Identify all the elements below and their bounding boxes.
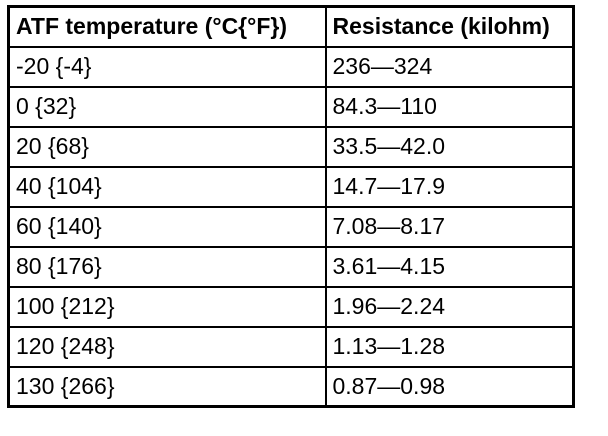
cell-resistance: 1.96—2.24 [324, 285, 575, 328]
table-row: 40 {104} 14.7—17.9 [7, 165, 575, 208]
cell-temperature: 120 {248} [7, 325, 327, 368]
cell-resistance: 1.13—1.28 [324, 325, 575, 368]
cell-resistance: 7.08—8.17 [324, 205, 575, 248]
cell-resistance: 236—324 [324, 45, 575, 88]
cell-temperature: 130 {266} [7, 365, 327, 408]
table-row: -20 {-4} 236—324 [7, 45, 575, 88]
table-row: 0 {32} 84.3—110 [7, 85, 575, 128]
table-header-row: ATF temperature (°C{°F}) Resistance (kil… [7, 5, 575, 48]
table-header: ATF temperature (°C{°F}) Resistance (kil… [7, 5, 575, 48]
table-row: 100 {212} 1.96—2.24 [7, 285, 575, 328]
cell-resistance: 0.87—0.98 [324, 365, 575, 408]
column-header-temperature: ATF temperature (°C{°F}) [7, 5, 327, 48]
cell-temperature: 100 {212} [7, 285, 327, 328]
cell-resistance: 84.3—110 [324, 85, 575, 128]
cell-temperature: 40 {104} [7, 165, 327, 208]
column-header-resistance: Resistance (kilohm) [324, 5, 575, 48]
table-row: 130 {266} 0.87—0.98 [7, 365, 575, 408]
table-row: 60 {140} 7.08—8.17 [7, 205, 575, 248]
table-body: -20 {-4} 236—324 0 {32} 84.3—110 20 {68} 33.5… [7, 45, 575, 408]
table-row: 20 {68} 33.5—42.0 [7, 125, 575, 168]
cell-temperature: 0 {32} [7, 85, 327, 128]
atf-resistance-table: ATF temperature (°C{°F}) Resistance (kil… [7, 5, 575, 408]
table-row: 120 {248} 1.13—1.28 [7, 325, 575, 368]
cell-temperature: 20 {68} [7, 125, 327, 168]
cell-resistance: 33.5—42.0 [324, 125, 575, 168]
cell-temperature: -20 {-4} [7, 45, 327, 88]
cell-temperature: 80 {176} [7, 245, 327, 288]
cell-resistance: 3.61—4.15 [324, 245, 575, 288]
atf-resistance-table-container: ATF temperature (°C{°F}) Resistance (kil… [7, 5, 575, 408]
cell-resistance: 14.7—17.9 [324, 165, 575, 208]
table-row: 80 {176} 3.61—4.15 [7, 245, 575, 288]
cell-temperature: 60 {140} [7, 205, 327, 248]
